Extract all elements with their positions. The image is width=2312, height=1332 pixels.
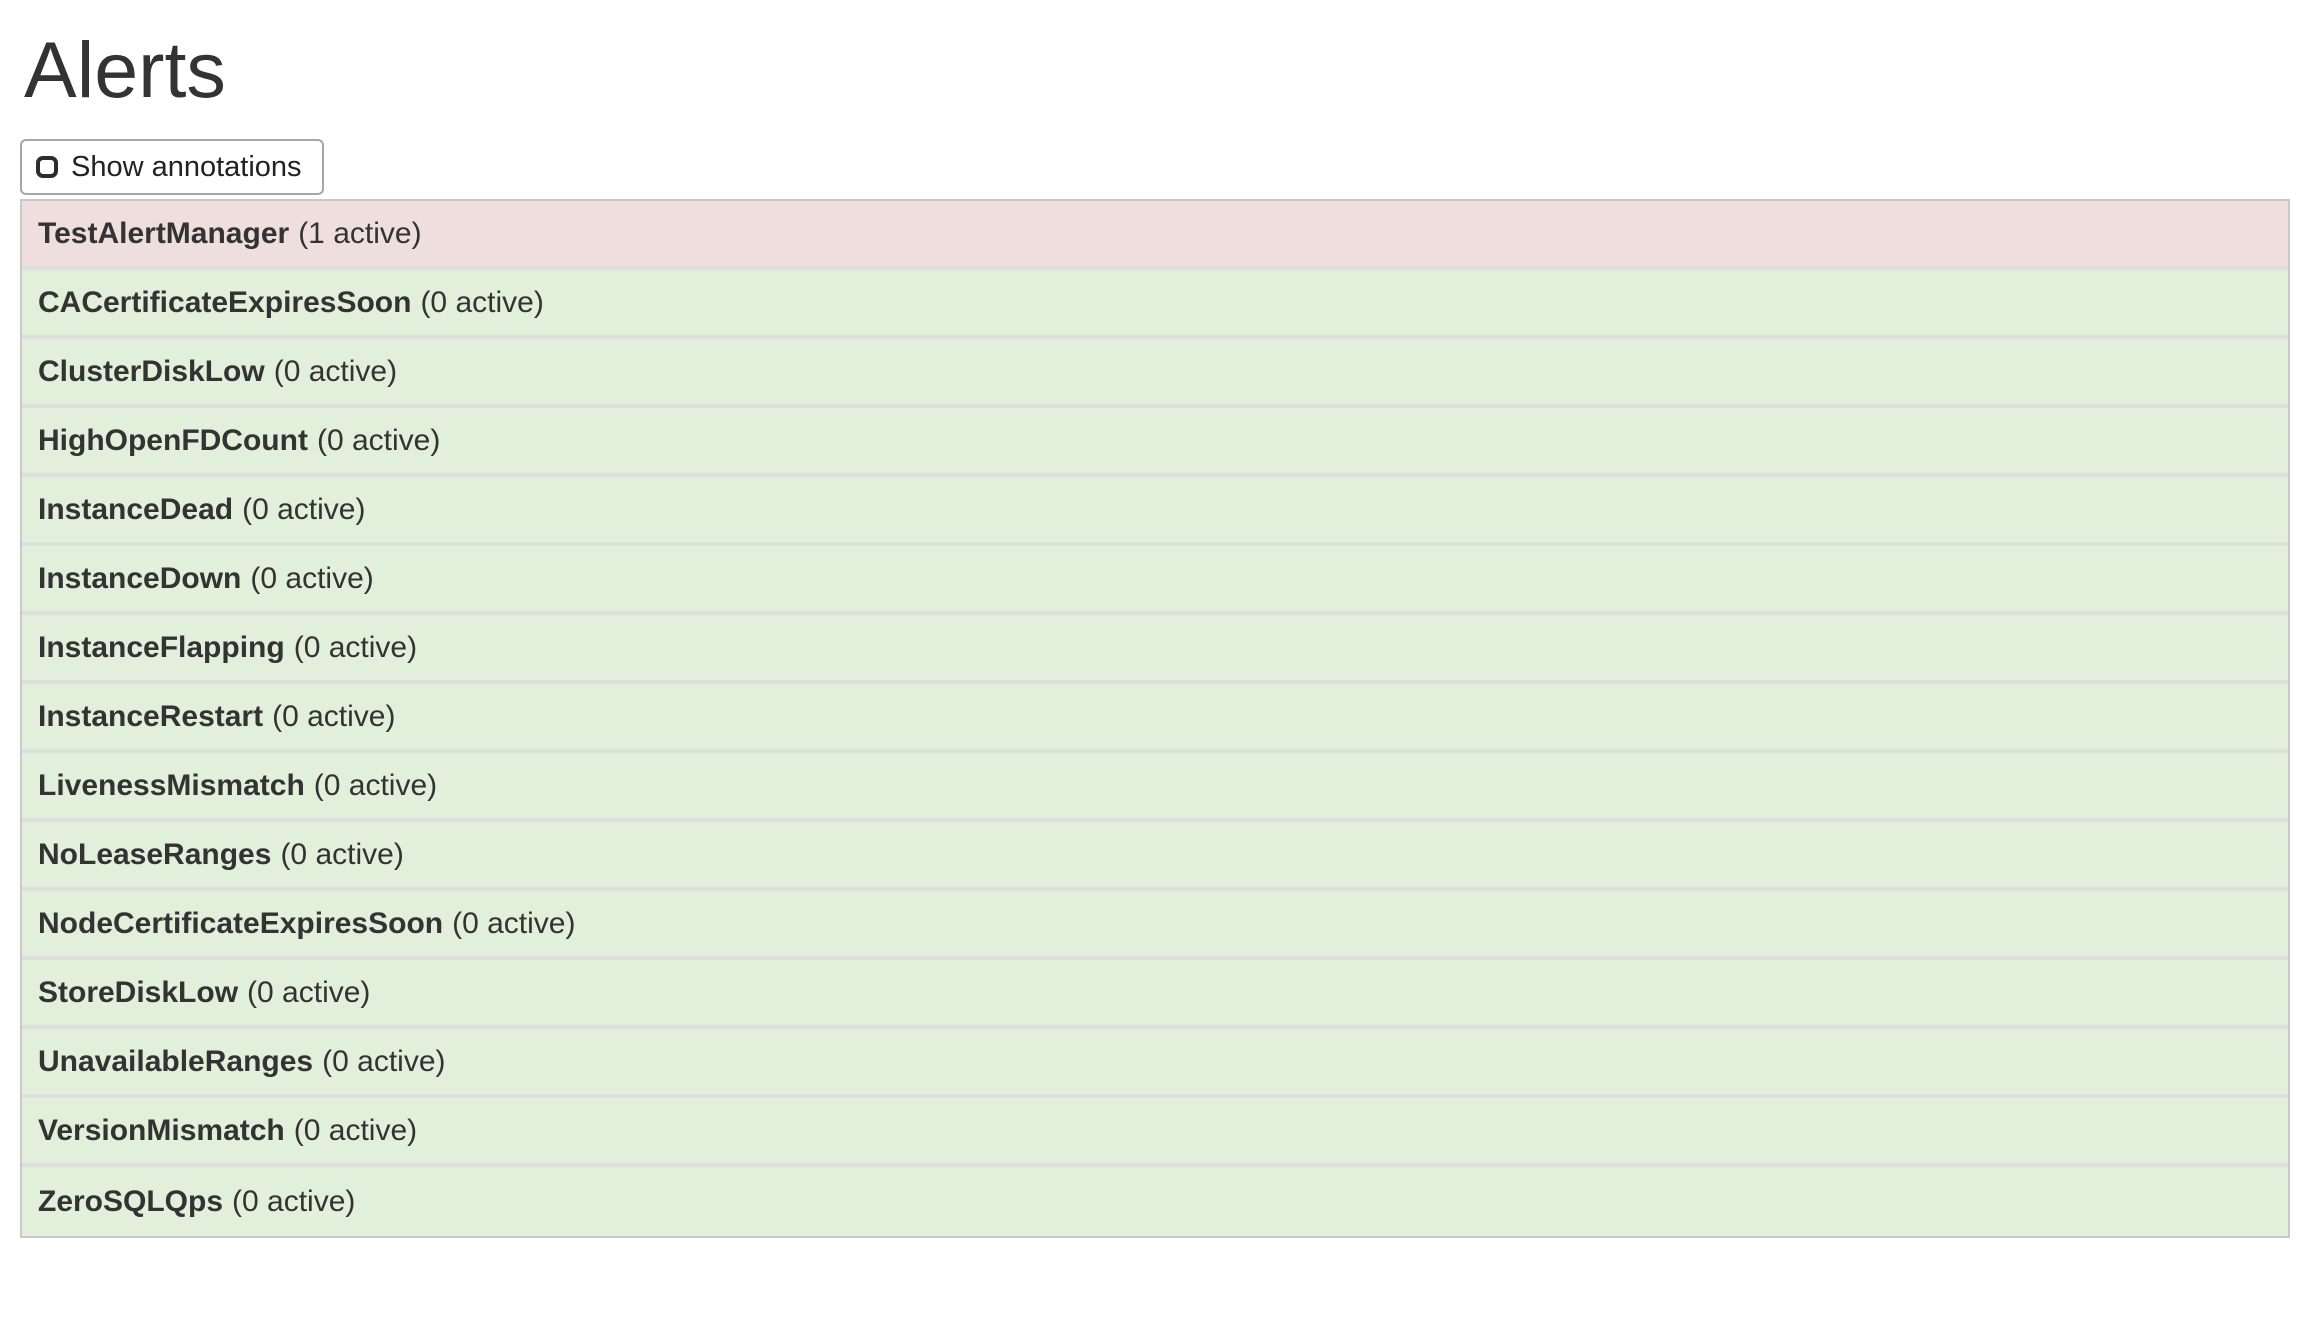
alert-row[interactable]: NodeCertificateExpiresSoon (0 active) (22, 891, 2288, 960)
alert-count: (1 active) (298, 216, 422, 250)
alert-row[interactable]: InstanceDown (0 active) (22, 546, 2288, 615)
alert-name: VersionMismatch (38, 1113, 285, 1147)
alert-count: (0 active) (232, 1184, 356, 1218)
alert-row[interactable]: NoLeaseRanges (0 active) (22, 822, 2288, 891)
alert-row[interactable]: ZeroSQLQps (0 active) (22, 1167, 2288, 1236)
alerts-list: TestAlertManager (1 active) CACertificat… (20, 199, 2290, 1238)
alert-count: (0 active) (247, 975, 371, 1009)
alert-name: InstanceDown (38, 561, 242, 595)
alert-name: StoreDiskLow (38, 975, 239, 1009)
alert-row[interactable]: LivenessMismatch (0 active) (22, 753, 2288, 822)
show-annotations-label: Show annotations (71, 150, 302, 183)
alert-row[interactable]: CACertificateExpiresSoon (0 active) (22, 270, 2288, 339)
alert-count: (0 active) (242, 492, 366, 526)
alert-count: (0 active) (316, 423, 441, 457)
alert-count: (0 active) (420, 285, 544, 319)
page-title: Alerts (24, 25, 226, 114)
show-annotations-button[interactable]: Show annotations (20, 139, 324, 195)
alert-row[interactable]: StoreDiskLow (0 active) (22, 960, 2288, 1029)
alert-count: (0 active) (293, 630, 418, 664)
alert-name: ZeroSQLQps (38, 1184, 224, 1218)
alert-name: HighOpenFDCount (38, 423, 308, 457)
alert-name: TestAlertManager (38, 216, 290, 250)
alert-count: (0 active) (273, 354, 398, 388)
alert-name: InstanceDead (38, 492, 234, 526)
alert-count: (0 active) (280, 837, 404, 871)
alert-name: LivenessMismatch (38, 768, 305, 802)
alert-name: InstanceRestart (38, 699, 264, 733)
alert-count: (0 active) (272, 699, 396, 733)
alert-name: NodeCertificateExpiresSoon (38, 906, 444, 940)
show-annotations-checkbox-icon[interactable] (36, 156, 58, 178)
alert-name: InstanceFlapping (38, 630, 285, 664)
alert-row[interactable]: InstanceFlapping (0 active) (22, 615, 2288, 684)
alert-row[interactable]: InstanceDead (0 active) (22, 477, 2288, 546)
alert-row[interactable]: UnavailableRanges (0 active) (22, 1029, 2288, 1098)
alert-row[interactable]: ClusterDiskLow (0 active) (22, 339, 2288, 408)
alert-name: ClusterDiskLow (38, 354, 265, 388)
alert-row[interactable]: VersionMismatch (0 active) (22, 1098, 2288, 1167)
alert-name: UnavailableRanges (38, 1044, 314, 1078)
alerts-page: Alerts Show annotations TestAlertManager… (0, 30, 2312, 1238)
alert-count: (0 active) (250, 561, 374, 595)
alert-count: (0 active) (313, 768, 438, 802)
alert-name: NoLeaseRanges (38, 837, 272, 871)
alert-count: (0 active) (322, 1044, 446, 1078)
alert-row[interactable]: TestAlertManager (1 active) (22, 201, 2288, 270)
alert-count: (0 active) (293, 1113, 418, 1147)
alert-row[interactable]: InstanceRestart (0 active) (22, 684, 2288, 753)
alert-row[interactable]: HighOpenFDCount (0 active) (22, 408, 2288, 477)
alert-name: CACertificateExpiresSoon (38, 285, 412, 319)
alert-count: (0 active) (452, 906, 576, 940)
